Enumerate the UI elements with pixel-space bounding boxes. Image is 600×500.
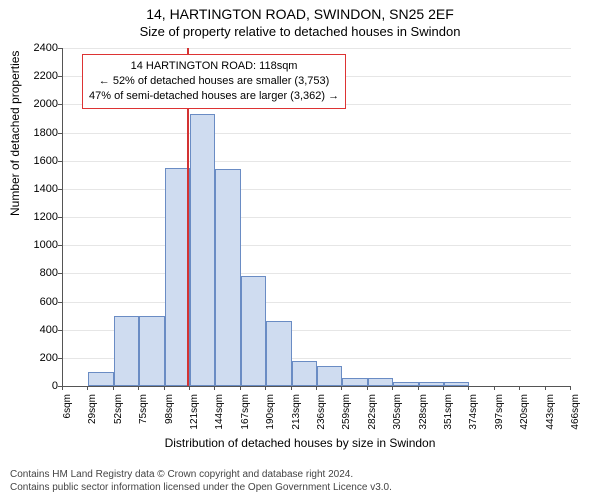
histogram-bar — [215, 169, 240, 386]
histogram-bar — [419, 382, 444, 386]
x-tick-label: 121sqm — [189, 394, 200, 454]
histogram-bar — [241, 276, 266, 386]
annotation-line: 14 HARTINGTON ROAD: 118sqm — [89, 59, 339, 74]
y-tick-label: 1400 — [18, 183, 58, 195]
gridline — [63, 48, 571, 49]
y-tick-label: 200 — [18, 352, 58, 364]
annotation-box: 14 HARTINGTON ROAD: 118sqm← 52% of detac… — [82, 54, 346, 109]
histogram-bar — [342, 378, 367, 386]
annotation-line: 47% of semi-detached houses are larger (… — [89, 89, 339, 104]
x-tick-mark — [367, 386, 368, 390]
histogram-bar — [139, 316, 164, 386]
gridline — [63, 273, 571, 274]
y-tick-mark — [58, 302, 62, 303]
annotation-line: ← 52% of detached houses are smaller (3,… — [89, 74, 339, 89]
y-tick-mark — [58, 133, 62, 134]
x-tick-mark — [418, 386, 419, 390]
x-tick-label: 328sqm — [418, 394, 429, 454]
x-tick-mark — [265, 386, 266, 390]
x-tick-label: 190sqm — [265, 394, 276, 454]
x-tick-mark — [164, 386, 165, 390]
x-tick-label: 305sqm — [392, 394, 403, 454]
histogram-bar — [393, 382, 418, 386]
histogram-bar — [114, 316, 139, 386]
x-tick-label: 443sqm — [545, 394, 556, 454]
y-tick-label: 2200 — [18, 70, 58, 82]
x-tick-mark — [87, 386, 88, 390]
x-tick-mark — [519, 386, 520, 390]
x-tick-label: 236sqm — [316, 394, 327, 454]
histogram-bar — [444, 382, 469, 386]
x-tick-mark — [214, 386, 215, 390]
x-tick-label: 374sqm — [468, 394, 479, 454]
y-tick-mark — [58, 104, 62, 105]
histogram-bar — [190, 114, 215, 386]
footer-attribution: Contains HM Land Registry data © Crown c… — [10, 468, 392, 494]
y-tick-mark — [58, 273, 62, 274]
y-tick-label: 1000 — [18, 239, 58, 251]
footer-line: Contains HM Land Registry data © Crown c… — [10, 468, 392, 481]
x-tick-mark — [570, 386, 571, 390]
x-tick-label: 6sqm — [62, 394, 73, 454]
x-tick-mark — [113, 386, 114, 390]
x-tick-label: 213sqm — [291, 394, 302, 454]
x-tick-mark — [468, 386, 469, 390]
x-tick-label: 167sqm — [240, 394, 251, 454]
gridline — [63, 302, 571, 303]
y-tick-mark — [58, 161, 62, 162]
x-tick-label: 259sqm — [341, 394, 352, 454]
histogram-bar — [266, 321, 291, 386]
gridline — [63, 245, 571, 246]
y-tick-mark — [58, 48, 62, 49]
x-tick-mark — [240, 386, 241, 390]
gridline — [63, 133, 571, 134]
x-tick-mark — [545, 386, 546, 390]
y-tick-mark — [58, 189, 62, 190]
y-tick-label: 600 — [18, 296, 58, 308]
y-tick-label: 1800 — [18, 127, 58, 139]
x-tick-label: 351sqm — [443, 394, 454, 454]
histogram-bar — [88, 372, 113, 386]
y-tick-label: 0 — [18, 380, 58, 392]
footer-line: Contains public sector information licen… — [10, 481, 392, 494]
gridline — [63, 161, 571, 162]
x-tick-label: 98sqm — [164, 394, 175, 454]
y-tick-label: 800 — [18, 267, 58, 279]
y-tick-mark — [58, 245, 62, 246]
x-tick-mark — [138, 386, 139, 390]
y-tick-label: 1200 — [18, 211, 58, 223]
y-tick-label: 1600 — [18, 155, 58, 167]
y-tick-mark — [58, 76, 62, 77]
y-tick-mark — [58, 217, 62, 218]
x-tick-label: 397sqm — [494, 394, 505, 454]
y-tick-mark — [58, 330, 62, 331]
y-tick-label: 400 — [18, 324, 58, 336]
histogram-bar — [317, 366, 342, 386]
gridline — [63, 189, 571, 190]
x-tick-label: 52sqm — [113, 394, 124, 454]
x-tick-label: 420sqm — [519, 394, 530, 454]
x-tick-mark — [392, 386, 393, 390]
x-tick-mark — [62, 386, 63, 390]
y-tick-label: 2000 — [18, 98, 58, 110]
x-tick-label: 29sqm — [87, 394, 98, 454]
y-tick-label: 2400 — [18, 42, 58, 54]
x-tick-mark — [341, 386, 342, 390]
histogram-bar — [368, 378, 393, 386]
x-tick-label: 144sqm — [214, 394, 225, 454]
x-tick-label: 466sqm — [570, 394, 581, 454]
x-tick-mark — [494, 386, 495, 390]
x-tick-mark — [189, 386, 190, 390]
histogram-bar — [292, 361, 317, 386]
y-tick-mark — [58, 358, 62, 359]
x-tick-mark — [316, 386, 317, 390]
x-tick-mark — [443, 386, 444, 390]
x-tick-mark — [291, 386, 292, 390]
x-tick-label: 75sqm — [138, 394, 149, 454]
page-subtitle: Size of property relative to detached ho… — [0, 22, 600, 39]
gridline — [63, 217, 571, 218]
page-title: 14, HARTINGTON ROAD, SWINDON, SN25 2EF — [0, 0, 600, 22]
x-tick-label: 282sqm — [367, 394, 378, 454]
